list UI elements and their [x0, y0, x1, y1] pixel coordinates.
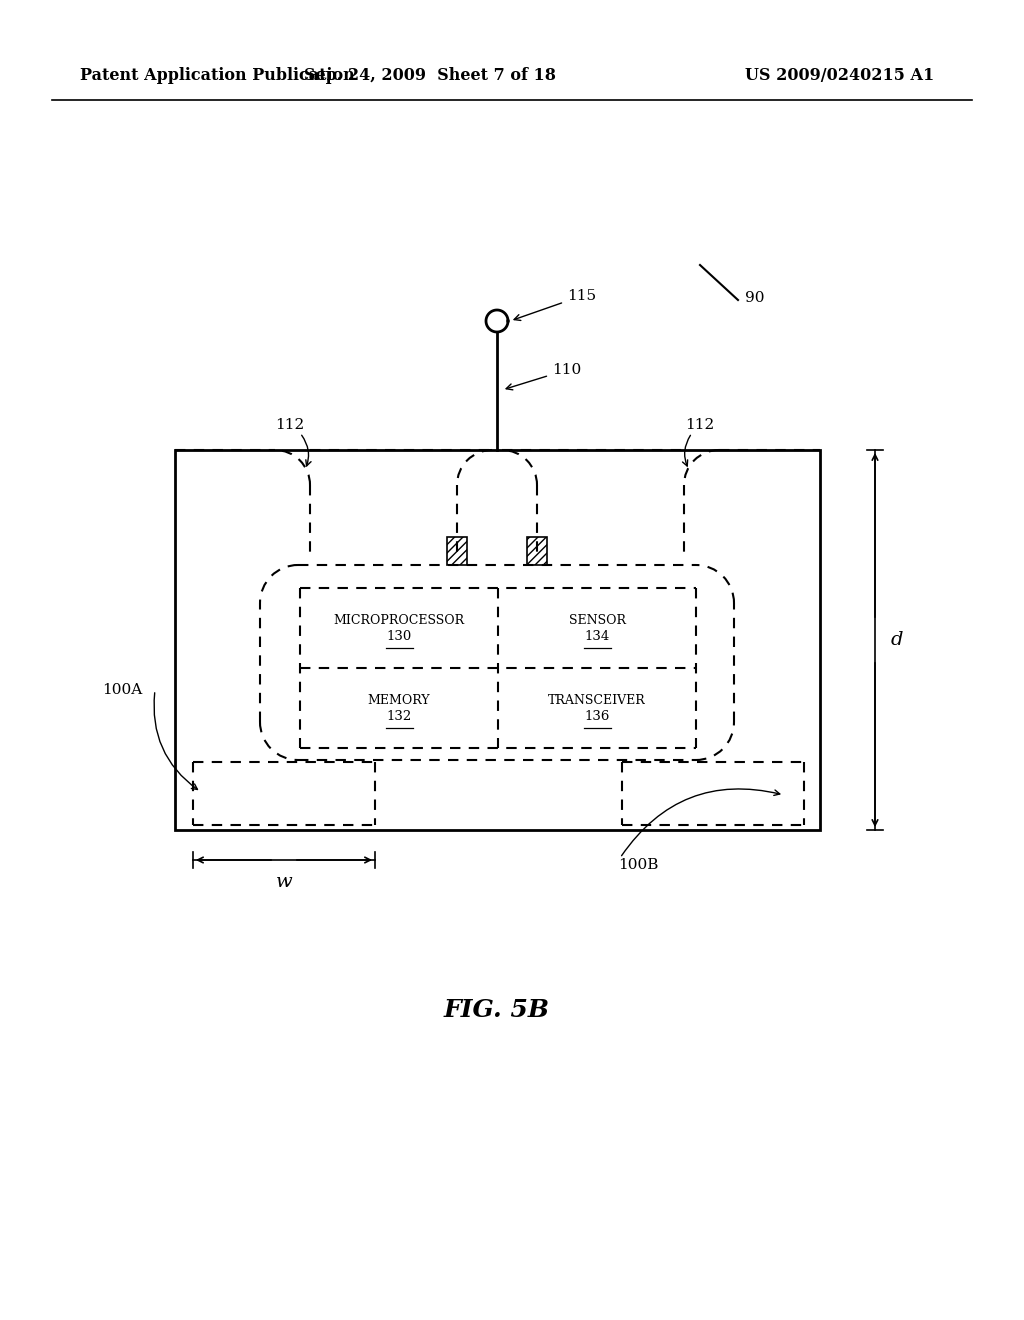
Text: 136: 136 [585, 710, 609, 722]
Text: SENSOR: SENSOR [568, 614, 626, 627]
Text: 134: 134 [585, 630, 609, 643]
Polygon shape [527, 537, 547, 565]
Text: 90: 90 [745, 290, 765, 305]
Text: Patent Application Publication: Patent Application Publication [80, 66, 354, 83]
Text: d: d [891, 631, 903, 649]
Text: 130: 130 [386, 630, 412, 643]
Text: MICROPROCESSOR: MICROPROCESSOR [334, 614, 465, 627]
Text: MEMORY: MEMORY [368, 693, 430, 706]
Text: Sep. 24, 2009  Sheet 7 of 18: Sep. 24, 2009 Sheet 7 of 18 [304, 66, 556, 83]
Text: FIG. 5B: FIG. 5B [444, 998, 550, 1022]
Text: 110: 110 [506, 363, 582, 389]
Text: TRANSCEIVER: TRANSCEIVER [548, 693, 646, 706]
Text: 115: 115 [514, 289, 596, 321]
Text: 112: 112 [685, 418, 715, 432]
Text: 100A: 100A [101, 682, 142, 697]
Text: 112: 112 [275, 418, 304, 432]
Text: US 2009/0240215 A1: US 2009/0240215 A1 [745, 66, 935, 83]
Text: w: w [275, 873, 293, 891]
Polygon shape [447, 537, 467, 565]
Text: 132: 132 [386, 710, 412, 722]
Text: 100B: 100B [618, 858, 658, 873]
